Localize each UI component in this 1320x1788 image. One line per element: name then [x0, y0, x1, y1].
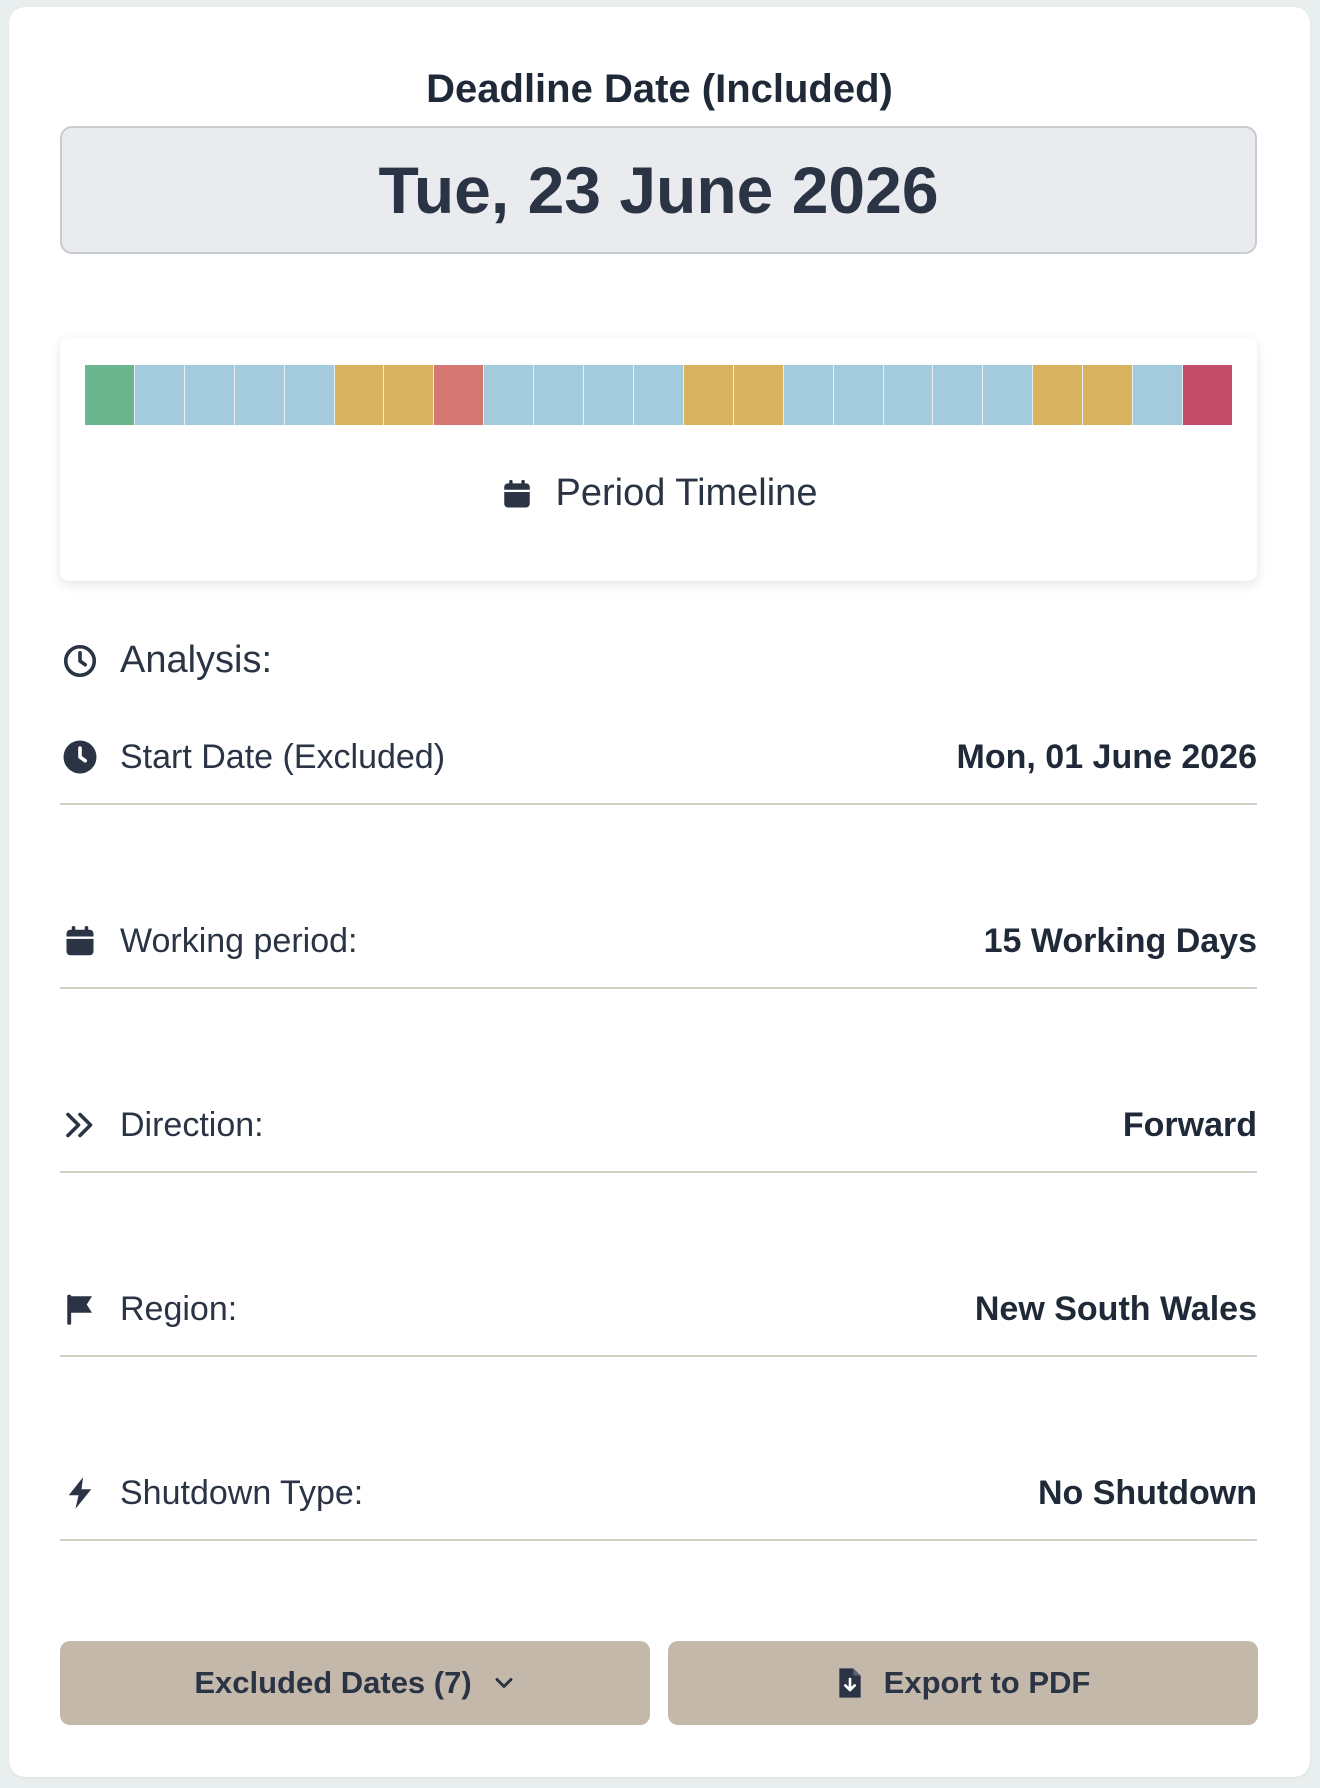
region-label: Region:	[120, 1289, 238, 1328]
timeline-segment	[284, 365, 335, 425]
direction-row: Direction: Forward	[60, 1095, 1257, 1173]
deadline-date: Tue, 23 June 2026	[378, 153, 939, 227]
timeline-segment	[633, 365, 684, 425]
excluded-dates-label: Excluded Dates (7)	[194, 1665, 472, 1700]
shutdown-type-row: Shutdown Type: No Shutdown	[60, 1463, 1257, 1541]
export-pdf-label: Export to PDF	[883, 1665, 1091, 1700]
timeline-segment	[334, 365, 385, 425]
clock-outline-icon	[60, 641, 100, 681]
start-date-row: Start Date (Excluded) Mon, 01 June 2026	[60, 727, 1257, 805]
region-value: New South Wales	[974, 1289, 1257, 1328]
region-row: Region: New South Wales	[60, 1279, 1257, 1357]
timeline-segment	[833, 365, 884, 425]
timeline-segment	[733, 365, 784, 425]
timeline-segment	[85, 365, 135, 425]
clock-icon	[60, 737, 100, 777]
start-date-label: Start Date (Excluded)	[120, 737, 446, 776]
timeline-segment	[134, 365, 185, 425]
timeline-segment	[1083, 365, 1134, 425]
timeline-label: Period Timeline	[555, 472, 818, 514]
timeline-segment	[933, 365, 984, 425]
working-period-label: Working period:	[120, 921, 358, 960]
timeline-segment	[1133, 365, 1183, 425]
timeline-segment	[983, 365, 1034, 425]
direction-value: Forward	[1122, 1105, 1257, 1144]
timeline-segment	[883, 365, 934, 425]
deadline-title: Deadline Date (Included)	[426, 67, 893, 111]
timeline-card: Period Timeline	[60, 337, 1257, 581]
export-pdf-button[interactable]: Export to PDF	[668, 1641, 1258, 1725]
double-chevron-right-icon	[60, 1105, 100, 1145]
shutdown-type-label: Shutdown Type:	[120, 1473, 364, 1512]
timeline-bar	[85, 365, 1232, 425]
timeline-segment	[184, 365, 235, 425]
timeline-segment	[683, 365, 734, 425]
start-date-value: Mon, 01 June 2026	[956, 737, 1257, 776]
timeline-label-row: Period Timeline	[60, 472, 1257, 515]
bolt-icon	[60, 1473, 100, 1513]
file-download-icon	[836, 1667, 864, 1699]
excluded-dates-button[interactable]: Excluded Dates (7)	[60, 1641, 650, 1725]
analysis-heading: Analysis:	[60, 639, 272, 682]
timeline-segment	[234, 365, 285, 425]
timeline-segment	[534, 365, 585, 425]
deadline-date-display: Tue, 23 June 2026	[60, 126, 1257, 254]
timeline-segment	[584, 365, 634, 425]
timeline-segment	[1182, 365, 1232, 425]
timeline-segment	[1033, 365, 1084, 425]
calendar-icon	[500, 477, 534, 511]
timeline-segment	[384, 365, 435, 425]
result-card: Deadline Date (Included) Tue, 23 June 20…	[9, 7, 1310, 1777]
working-period-value: 15 Working Days	[983, 921, 1257, 960]
shutdown-type-value: No Shutdown	[1037, 1473, 1257, 1512]
timeline-segment	[484, 365, 535, 425]
timeline-segment	[783, 365, 834, 425]
working-period-row: Working period: 15 Working Days	[60, 911, 1257, 989]
direction-label: Direction:	[120, 1105, 264, 1144]
timeline-segment	[434, 365, 485, 425]
analysis-label: Analysis:	[120, 639, 273, 681]
flag-icon	[60, 1289, 100, 1329]
calendar-icon	[60, 921, 100, 961]
chevron-down-icon	[492, 1671, 516, 1695]
